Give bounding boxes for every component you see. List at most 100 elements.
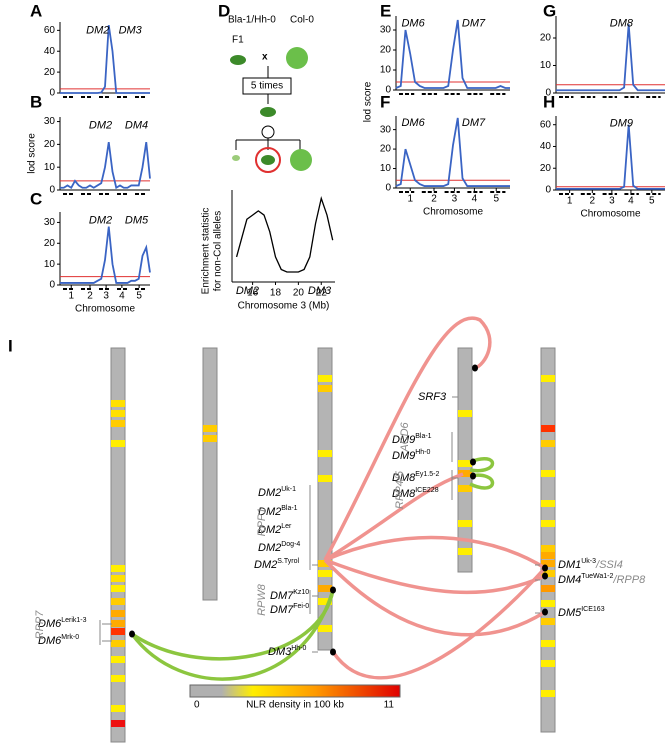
locus-name: DM6 [38, 635, 62, 647]
locus-allele: Bla-1 [415, 433, 431, 440]
locus-allele: Hh-0 [291, 645, 306, 652]
locus-allele: Bla-1 [281, 505, 297, 512]
locus-name: DM7 [270, 590, 294, 602]
locus-dot [330, 648, 336, 656]
locus-label: DM7Fei-0 [270, 603, 309, 616]
nlr-stripe [318, 450, 332, 457]
annotation: DM7 [462, 117, 486, 129]
y-axis-label: lod score [363, 81, 374, 122]
nlr-stripe [111, 598, 125, 605]
y-tick-label: 0 [545, 88, 551, 99]
nlr-stripe [318, 385, 332, 392]
annotation: DM5 [125, 215, 149, 227]
y-tick-label: 60 [540, 119, 552, 130]
nlr-stripe [318, 598, 332, 605]
y-tick-label: 20 [44, 67, 56, 78]
locus-label: DM2S.Tyrol [254, 558, 299, 571]
nlr-stripe [541, 552, 555, 559]
nlr-stripe [203, 425, 217, 432]
nlr-stripe [541, 520, 555, 527]
nlr-stripe [111, 628, 125, 635]
x-axis-label: Chromosome [75, 304, 135, 315]
nlr-stripe [203, 435, 217, 442]
panel-label: B [30, 92, 42, 111]
y-tick-label: 30 [44, 217, 56, 228]
nlr-stripe [458, 460, 472, 467]
annotation: DM8 [610, 18, 634, 30]
interaction-arc [324, 558, 546, 595]
y-tick-label: 60 [44, 25, 56, 36]
y-tick-label: 30 [380, 124, 392, 135]
locus-name: DM4 [558, 574, 581, 586]
locus-allele: S.Tyrol [277, 558, 299, 565]
data-line [60, 141, 151, 190]
locus-name: DM9 [392, 434, 415, 446]
cluster-label: RPW8 [256, 583, 268, 616]
x-tick-label: 1 [407, 194, 413, 205]
y-axis-label: lod score [27, 133, 38, 174]
cluster-label: RPP4/5 [394, 470, 406, 509]
y-tick-label: 0 [385, 183, 391, 194]
nlr-stripe [458, 520, 472, 527]
annotation: DM6 [401, 117, 425, 129]
locus-allele: ICE163 [581, 606, 604, 613]
data-line [556, 124, 665, 190]
x-tick-label: 2 [431, 194, 437, 205]
locus-label: DM4TueWa1-2/RPP8 [558, 573, 646, 586]
y-tick-label: 10 [44, 162, 56, 173]
locus-dot [129, 630, 135, 638]
y-tick-label: 20 [380, 144, 392, 155]
chromosome [110, 347, 126, 743]
y-tick-label: 10 [540, 60, 552, 71]
plant [290, 149, 312, 171]
panel-label: I [8, 336, 13, 355]
nlr-stripe [458, 410, 472, 417]
y-tick-label: 0 [545, 185, 551, 196]
locus-label: DM9Hh-0 [392, 449, 431, 462]
x-tick-label: 16 [247, 288, 259, 299]
y-tick-label: 0 [385, 85, 391, 96]
nlr-stripe [111, 400, 125, 407]
locus-label: DM3Hh-0 [268, 645, 307, 658]
locus-allele: Lerik1-3 [61, 617, 86, 624]
y-tick-label: 0 [49, 88, 55, 99]
x-axis-label: Chromosome [423, 207, 483, 218]
colorbar [189, 684, 401, 698]
y-tick-label: 40 [540, 141, 552, 152]
y-tick-label: 0 [49, 280, 55, 291]
data-line [556, 24, 665, 92]
locus-dot [542, 608, 548, 616]
generations: 5 times [251, 81, 283, 92]
f1-label: F1 [232, 35, 244, 46]
y-tick-label: 20 [380, 45, 392, 56]
locus-allele: TueWa1-2 [581, 573, 613, 580]
data-line [60, 25, 150, 94]
annotation: DM9 [610, 117, 633, 129]
plant [261, 155, 275, 165]
x-tick-label: 4 [628, 196, 634, 207]
nlr-stripe [541, 375, 555, 382]
y-tick-label: 10 [44, 259, 56, 270]
locus-gene: /RPP8 [612, 574, 646, 586]
locus-label: DM7Kz10 [270, 589, 309, 602]
cluster-label: RPP1 [256, 508, 268, 537]
annotation: DM3 [308, 285, 332, 297]
nlr-stripe [318, 585, 332, 592]
locus-label: DM2Uk-1 [258, 486, 296, 499]
self-symbol [261, 125, 275, 139]
nlr-stripe [541, 545, 555, 552]
y-tick-label: 10 [380, 163, 392, 174]
x-axis-label: Chromosome 3 (Mb) [238, 301, 330, 312]
nlr-stripe [541, 585, 555, 592]
nlr-stripe [111, 656, 125, 663]
interaction-arc [323, 316, 492, 561]
locus-gene: /SSI4 [595, 559, 623, 571]
parent1: Bla-1/Hh-0 [228, 15, 276, 26]
x-tick-label: 4 [119, 291, 125, 302]
locus-dot [472, 364, 478, 372]
chromosome [540, 347, 556, 733]
x-tick-label: 18 [270, 288, 282, 299]
cross-diagram: Bla-1/Hh-0 Col-0 F1 x 5 times [228, 15, 314, 173]
data-line [235, 195, 334, 273]
